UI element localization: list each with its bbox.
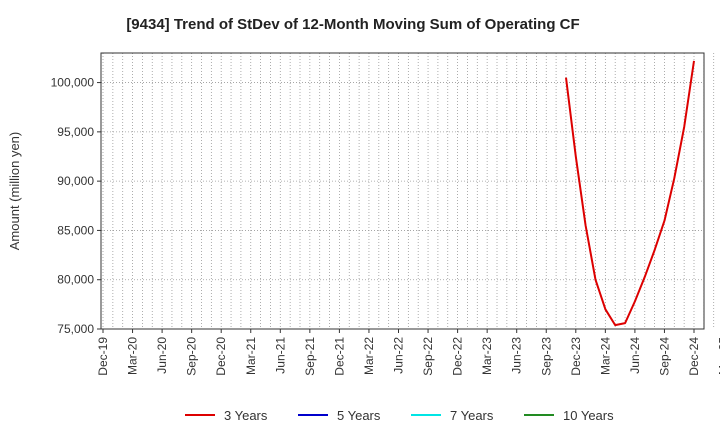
x-tick-label: Mar-23 xyxy=(480,337,494,375)
x-tick-label: Mar-21 xyxy=(244,337,258,375)
series-layer xyxy=(565,60,695,327)
chart-title: [9434] Trend of StDev of 12-Month Moving… xyxy=(126,16,579,33)
y-axis-ticks: 75,000 80,000 85,000 90,000 95,000 100,000 xyxy=(51,76,101,336)
y-tick-label: 90,000 xyxy=(57,174,94,188)
x-tick-label: Mar-25 xyxy=(717,337,720,375)
legend-label-3-years: 3 Years xyxy=(224,408,268,423)
x-tick-label: Jun-22 xyxy=(392,337,406,374)
x-tick-label: Jun-24 xyxy=(628,337,642,374)
x-tick-label: Dec-22 xyxy=(451,337,465,376)
x-tick-label: Jun-20 xyxy=(155,337,169,374)
x-tick-label: Sep-20 xyxy=(185,337,199,376)
legend-label-5-years: 5 Years xyxy=(337,408,381,423)
x-tick-label: Mar-20 xyxy=(126,337,140,375)
y-tick-label: 95,000 xyxy=(57,125,94,139)
y-axis-label: Amount (million yen) xyxy=(7,132,22,251)
y-tick-label: 75,000 xyxy=(57,322,94,336)
y-tick-label: 85,000 xyxy=(57,223,94,237)
x-tick-label: Sep-24 xyxy=(657,337,671,376)
y-tick-label: 100,000 xyxy=(51,76,95,90)
x-tick-label: Jun-23 xyxy=(510,337,524,374)
series-line-3-years xyxy=(565,60,695,327)
x-tick-label: Dec-19 xyxy=(96,337,110,376)
legend-label-10-years: 10 Years xyxy=(563,408,614,423)
grid xyxy=(101,53,715,330)
x-tick-label: Mar-22 xyxy=(362,337,376,375)
legend-label-7-years: 7 Years xyxy=(450,408,494,423)
x-tick-label: Mar-24 xyxy=(598,337,612,375)
legend: 3 Years 5 Years 7 Years 10 Years xyxy=(185,408,614,423)
x-axis-ticks: Dec-19 Mar-20 Jun-20 Sep-20 Dec-20 Mar-21 Jun-… xyxy=(96,329,720,376)
x-tick-label: Sep-21 xyxy=(303,337,317,376)
y-tick-label: 80,000 xyxy=(57,273,94,287)
plot-frame xyxy=(100,52,705,330)
x-tick-label: Dec-23 xyxy=(569,337,583,376)
x-tick-label: Sep-22 xyxy=(421,337,435,376)
x-tick-label: Dec-21 xyxy=(332,337,346,376)
x-tick-label: Sep-23 xyxy=(539,337,553,376)
x-tick-label: Dec-24 xyxy=(687,337,701,376)
x-tick-label: Jun-21 xyxy=(273,337,287,374)
x-tick-label: Dec-20 xyxy=(214,337,228,376)
